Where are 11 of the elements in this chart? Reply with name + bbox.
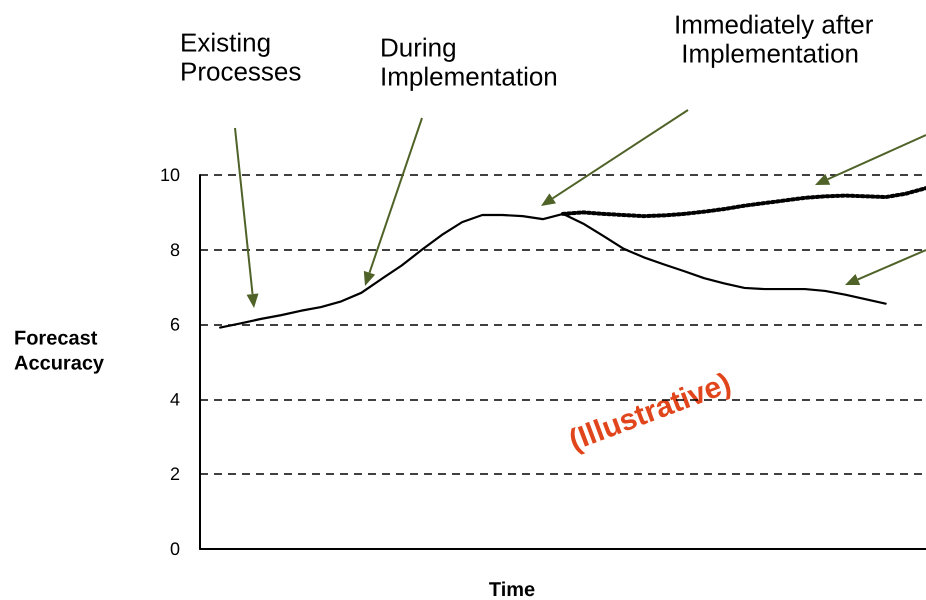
y-tick-label: 8 <box>170 240 180 260</box>
y-tick-label: 6 <box>170 314 180 335</box>
y-tick-label: 10 <box>160 165 180 185</box>
x-axis-title: Time <box>488 579 536 600</box>
y-axis-title: Forecast Accuracy <box>14 328 105 374</box>
y-tick-label: 0 <box>170 539 180 559</box>
text: Existing Processes <box>180 28 302 86</box>
text: During Implementation <box>380 32 558 92</box>
text: Immediately after Implementation <box>674 10 874 68</box>
y-tick-label: 2 <box>170 464 180 484</box>
y-tick-label: 4 <box>170 389 180 410</box>
